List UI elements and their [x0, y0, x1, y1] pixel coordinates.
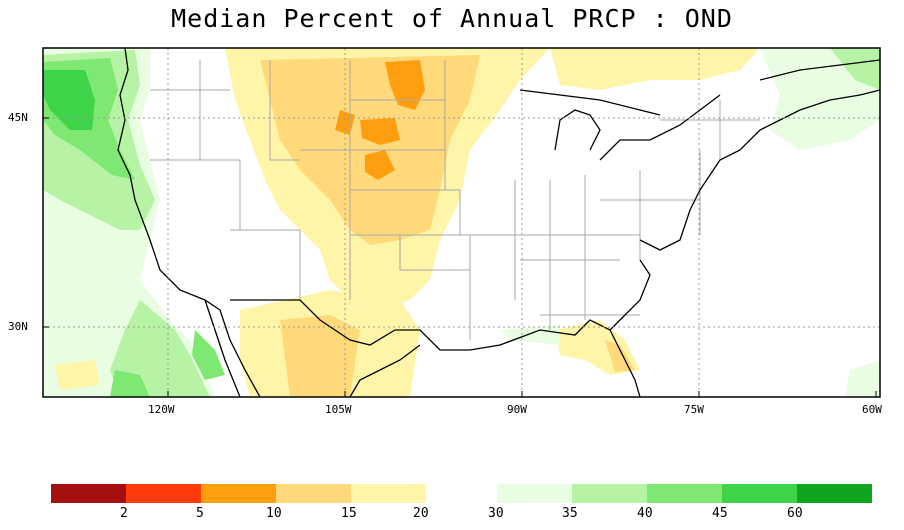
axis-ticks — [43, 117, 877, 397]
colorbar-dry-swatch-4 — [276, 484, 351, 503]
colorbar-label-60: 60 — [787, 506, 803, 521]
colorbar-dry-segments — [51, 484, 426, 503]
colorbar-label-45: 45 — [712, 506, 728, 521]
state-boundaries — [150, 60, 760, 340]
lat-label-30n: 30N — [8, 320, 28, 333]
colorbar-label-15: 15 — [341, 506, 357, 521]
lon-label-120w: 120W — [148, 403, 175, 416]
colorbar — [51, 484, 872, 503]
colorbar-label-20: 20 — [413, 506, 429, 521]
colorbar-wet-segments — [497, 484, 872, 503]
colorbar-label-30: 30 — [488, 506, 504, 521]
colorbar-dry-swatch-5 — [351, 484, 426, 503]
colorbar-label-35: 35 — [562, 506, 578, 521]
colorbar-label-2: 2 — [120, 506, 128, 521]
colorbar-dry-swatch-2 — [126, 484, 201, 503]
map-title: Median Percent of Annual PRCP : OND — [171, 4, 733, 33]
map-frame — [42, 47, 881, 398]
lon-label-60w: 60W — [862, 403, 882, 416]
graticule — [43, 48, 880, 397]
colorbar-label-40: 40 — [637, 506, 653, 521]
colorbar-dry-swatch-3 — [201, 484, 276, 503]
colorbar-dry-swatch-1 — [51, 484, 126, 503]
lon-label-105w: 105W — [325, 403, 352, 416]
lon-label-90w: 90W — [507, 403, 527, 416]
lon-label-75w: 75W — [684, 403, 704, 416]
lat-label-45n: 45N — [8, 111, 28, 124]
colorbar-wet-swatch-4 — [722, 484, 797, 503]
colorbar-wet-swatch-2 — [572, 484, 647, 503]
colorbar-label-10: 10 — [266, 506, 282, 521]
colorbar-wet-swatch-3 — [647, 484, 722, 503]
west-wet-region — [43, 48, 225, 397]
colorbar-wet-swatch-5 — [797, 484, 872, 503]
central-dry-region — [55, 48, 760, 397]
colorbar-label-5: 5 — [196, 506, 204, 521]
coastlines — [117, 47, 881, 398]
colorbar-wet-swatch-1 — [497, 484, 572, 503]
